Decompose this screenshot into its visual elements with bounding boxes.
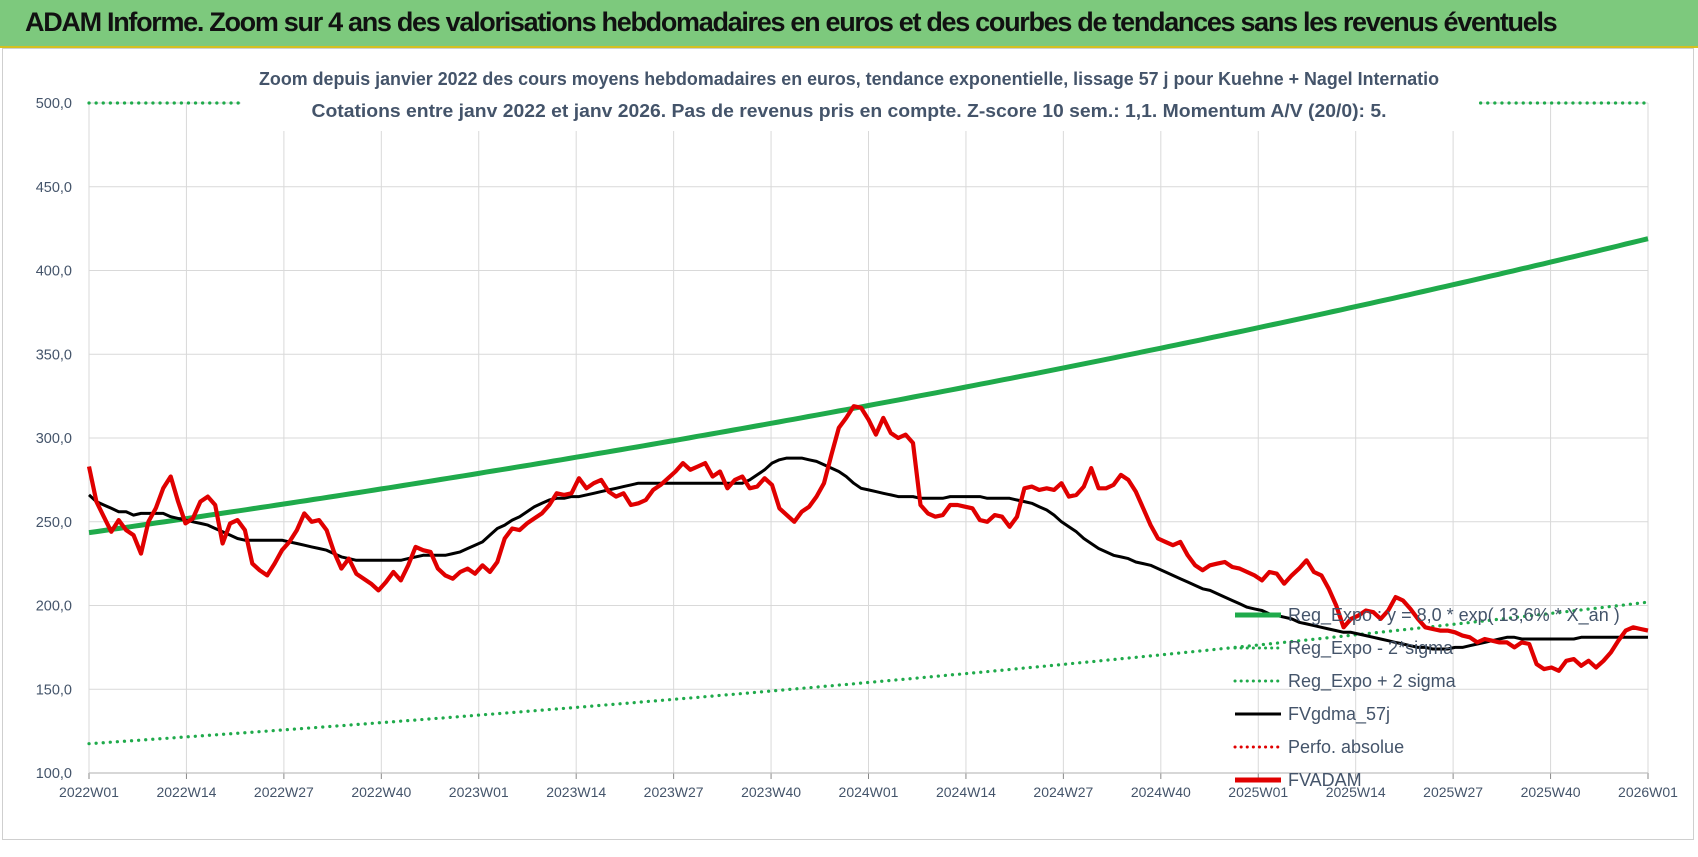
legend-label: Perfo. absolue bbox=[1288, 737, 1404, 757]
y-tick-label: 400,0 bbox=[36, 264, 72, 280]
price-line bbox=[86, 404, 1649, 673]
header-banner: ADAM Informe. Zoom sur 4 ans des valoris… bbox=[0, 0, 1698, 48]
x-tick-label: 2025W01 bbox=[1228, 784, 1288, 800]
y-tick-label: 150,0 bbox=[36, 682, 72, 698]
y-tick-label: 300,0 bbox=[36, 431, 72, 447]
x-tick-label: 2025W40 bbox=[1521, 784, 1581, 800]
chart-title: Zoom depuis janvier 2022 des cours moyen… bbox=[259, 68, 1439, 89]
y-tick-label: 200,0 bbox=[36, 599, 72, 615]
legend-label: Reg_Expo : y = 8,0 * exp( 13,6% * X_an ) bbox=[1288, 605, 1620, 626]
chart-frame: 100,0 150,0 200,0 250,0 300,0 350,0 400,0 450,0… bbox=[2, 48, 1694, 840]
x-tick-label: 2022W14 bbox=[156, 784, 216, 800]
x-tick-label: 2023W01 bbox=[449, 784, 509, 800]
y-tick-label: 100,0 bbox=[36, 766, 72, 782]
x-tick-label: 2024W14 bbox=[936, 784, 996, 800]
y-tick-label: 350,0 bbox=[36, 347, 72, 363]
x-tick-label: 2022W27 bbox=[254, 784, 314, 800]
axes: 100,0 150,0 200,0 250,0 300,0 350,0 400,0 450,0… bbox=[36, 96, 1678, 800]
x-tick-label: 2024W27 bbox=[1033, 784, 1093, 800]
legend-label: Reg_Expo + 2 sigma bbox=[1288, 671, 1457, 692]
y-tick-label: 250,0 bbox=[36, 515, 72, 531]
x-tick-label: 2023W27 bbox=[644, 784, 704, 800]
y-tick-label: 450,0 bbox=[36, 180, 72, 196]
trend-line bbox=[88, 236, 1649, 536]
x-tick-label: 2023W14 bbox=[546, 784, 606, 800]
grid-lines bbox=[88, 102, 1649, 774]
x-tick-label: 2024W01 bbox=[839, 784, 899, 800]
banner-title: ADAM Informe. Zoom sur 4 ans des valoris… bbox=[25, 7, 1558, 37]
x-tick-label: 2022W40 bbox=[351, 784, 411, 800]
title-background bbox=[241, 61, 1479, 131]
legend-label: FVgdma_57j bbox=[1288, 704, 1390, 725]
y-tick-label: 500,0 bbox=[36, 96, 72, 112]
legend-label: Reg_Expo - 2*sigma bbox=[1288, 638, 1454, 659]
x-tick-label: 2025W14 bbox=[1326, 784, 1386, 800]
line-chart: 100,0 150,0 200,0 250,0 300,0 350,0 400,0 450,0… bbox=[36, 61, 1678, 800]
chart-subtitle: Cotations entre janv 2022 et janv 2026. … bbox=[312, 100, 1387, 121]
x-tick-label: 2026W01 bbox=[1618, 784, 1678, 800]
legend-label: FVADAM bbox=[1288, 770, 1362, 790]
x-tick-label: 2025W27 bbox=[1423, 784, 1483, 800]
x-tick-label: 2024W40 bbox=[1131, 784, 1191, 800]
lower-band-line bbox=[87, 600, 1650, 746]
legend: Reg_Expo : y = 8,0 * exp( 13,6% * X_an )… bbox=[1233, 605, 1620, 790]
x-tick-label: 2022W01 bbox=[59, 784, 119, 800]
x-tick-label: 2023W40 bbox=[741, 784, 801, 800]
